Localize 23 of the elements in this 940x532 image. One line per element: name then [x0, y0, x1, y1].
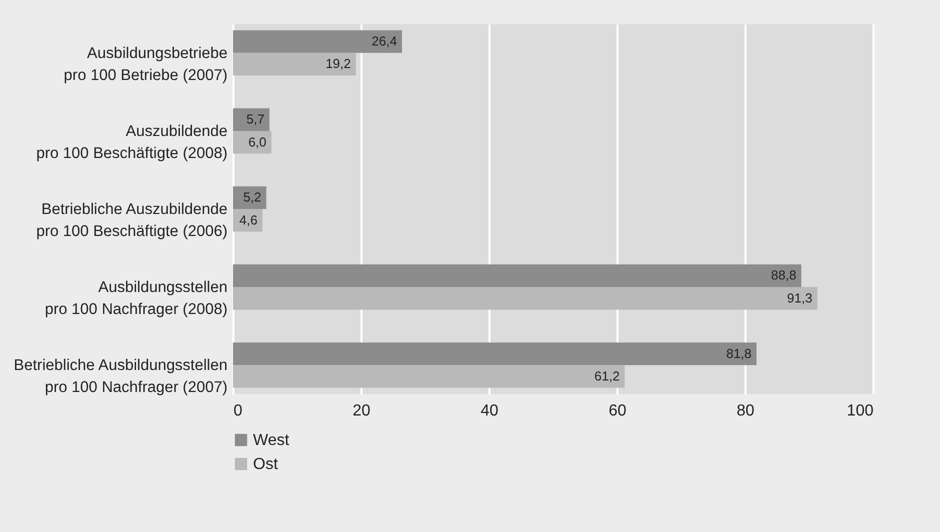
y-tick-label: Auszubildende pro 100 Beschäftigte (2008) — [36, 122, 228, 162]
legend-label: West — [253, 432, 290, 449]
y-tick-label: Ausbildungsstellen pro 100 Nachfrager (2008) — [44, 279, 228, 318]
text: 61,2 — [594, 368, 620, 384]
text: 4,6 — [239, 212, 258, 228]
text: 5,2 — [243, 190, 262, 205]
x-tick-label: 0 — [234, 402, 242, 420]
text: 26,4 — [372, 34, 397, 49]
x-tick-label: 60 — [608, 402, 626, 420]
text: 88,8 — [771, 268, 796, 283]
text: 19,2 — [326, 56, 351, 72]
legend-label: Ost — [253, 456, 278, 473]
text: 5,7 — [246, 112, 264, 127]
x-tick-label: 100 — [846, 402, 874, 420]
y-tick-label: Ausbildungsbetriebe pro 100 Betriebe (2007) — [64, 44, 228, 84]
y-tick-label: Betriebliche Ausbildungsstellen pro 100 Nachfrager (2007) — [14, 357, 228, 396]
text: 6,0 — [248, 134, 266, 150]
text: 81,8 — [726, 346, 752, 361]
y-tick-label: Betriebliche Auszubildende pro 100 Beschäftigte (2006) — [36, 201, 228, 240]
x-tick-label: 80 — [736, 402, 754, 420]
x-tick-label: 40 — [480, 402, 498, 420]
text: 91,3 — [787, 290, 812, 306]
x-tick-label: 20 — [352, 402, 370, 420]
